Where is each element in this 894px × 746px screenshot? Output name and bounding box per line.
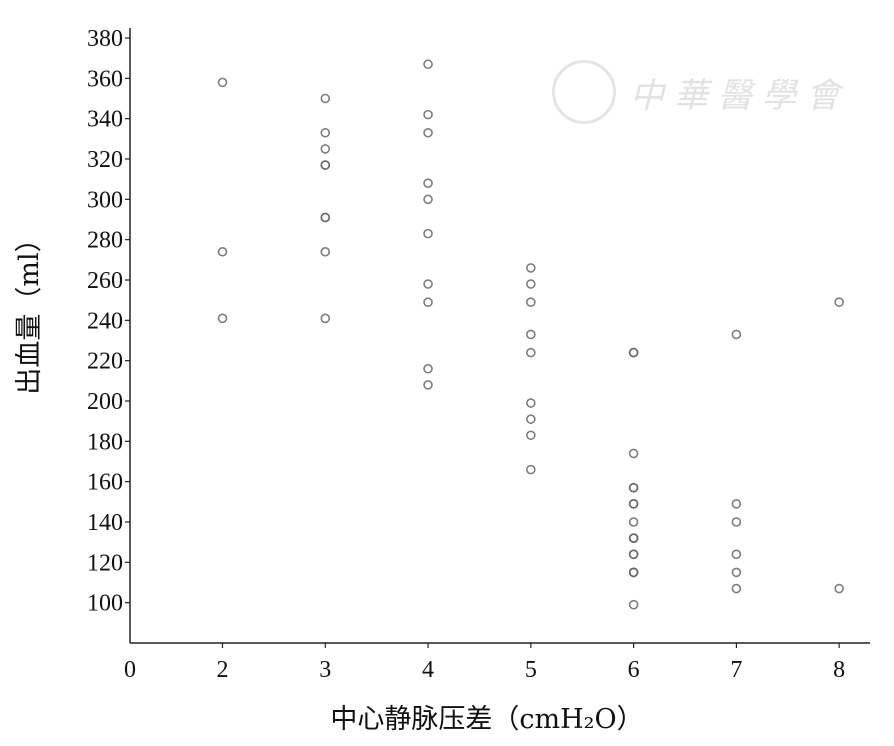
- x-tick-label: 7: [730, 657, 742, 683]
- watermark-text: 中華醫學會: [630, 75, 850, 116]
- y-tick-label: 340: [87, 107, 123, 133]
- data-point: [423, 178, 433, 188]
- data-point: [423, 297, 433, 307]
- data-point: [628, 533, 639, 543]
- data-point: [731, 499, 742, 509]
- y-tick-label: 260: [87, 268, 123, 294]
- data-point: [731, 583, 742, 594]
- data-point: [526, 464, 536, 475]
- data-point: [526, 398, 536, 408]
- data-point: [834, 583, 844, 594]
- x-axis-label: 中心静脉压差（cmH₂O）: [330, 704, 643, 735]
- data-point: [628, 448, 639, 459]
- data-point: [320, 160, 331, 170]
- data-point: [628, 482, 639, 493]
- data-point: [526, 414, 536, 424]
- y-tick-label: 320: [87, 147, 123, 173]
- data-point: [526, 297, 536, 307]
- data-point: [731, 517, 742, 527]
- x-tick-label: 0: [124, 657, 136, 683]
- data-point: [423, 363, 433, 374]
- y-tick-label: 280: [87, 228, 123, 254]
- data-point: [526, 279, 536, 289]
- x-tick-label: 2: [217, 657, 229, 683]
- data-point: [628, 599, 639, 610]
- x-tick-label: 8: [833, 657, 845, 683]
- y-tick-label: 240: [87, 308, 123, 334]
- data-point: [217, 313, 228, 324]
- data-point: [731, 549, 742, 560]
- data-point: [526, 263, 536, 273]
- data-point: [320, 246, 331, 257]
- y-tick-label: 200: [87, 389, 123, 415]
- data-point: [320, 144, 331, 154]
- y-axis-label: 出血量（ml）: [14, 225, 45, 394]
- y-tick-label: 300: [87, 187, 123, 213]
- data-point: [628, 499, 639, 509]
- data-point: [320, 313, 331, 324]
- data-point: [423, 127, 433, 138]
- data-point: [320, 93, 331, 104]
- data-point: [731, 567, 742, 578]
- y-tick-label: 120: [87, 550, 123, 576]
- y-tick-label: 160: [87, 470, 123, 496]
- society-seal-icon: [552, 60, 616, 124]
- data-point: [628, 347, 639, 358]
- y-tick-label: 140: [87, 510, 123, 536]
- y-tick-label: 180: [87, 429, 123, 455]
- data-point: [423, 279, 433, 289]
- data-point: [423, 228, 433, 239]
- data-point: [320, 127, 331, 138]
- x-tick-label: 3: [319, 657, 331, 683]
- y-tick-label: 100: [87, 591, 123, 617]
- data-point: [217, 77, 228, 88]
- data-point: [628, 517, 639, 527]
- data-point: [526, 430, 536, 441]
- x-tick-label: 4: [422, 657, 434, 683]
- data-point: [628, 567, 639, 578]
- data-point: [526, 329, 536, 340]
- data-point: [423, 109, 433, 120]
- data-point: [731, 329, 742, 340]
- data-point: [217, 246, 228, 257]
- y-tick-label: 220: [87, 349, 123, 375]
- data-point: [628, 549, 639, 560]
- y-tick-label: 380: [87, 26, 123, 52]
- watermark: 中華醫學會: [552, 60, 850, 124]
- data-point: [526, 347, 536, 358]
- data-point: [320, 212, 331, 223]
- data-point: [834, 297, 844, 307]
- data-point: [423, 194, 433, 205]
- x-tick-label: 6: [628, 657, 640, 683]
- data-point: [423, 59, 433, 70]
- y-tick-label: 360: [87, 66, 123, 92]
- data-point: [423, 380, 433, 390]
- x-tick-label: 5: [525, 657, 537, 683]
